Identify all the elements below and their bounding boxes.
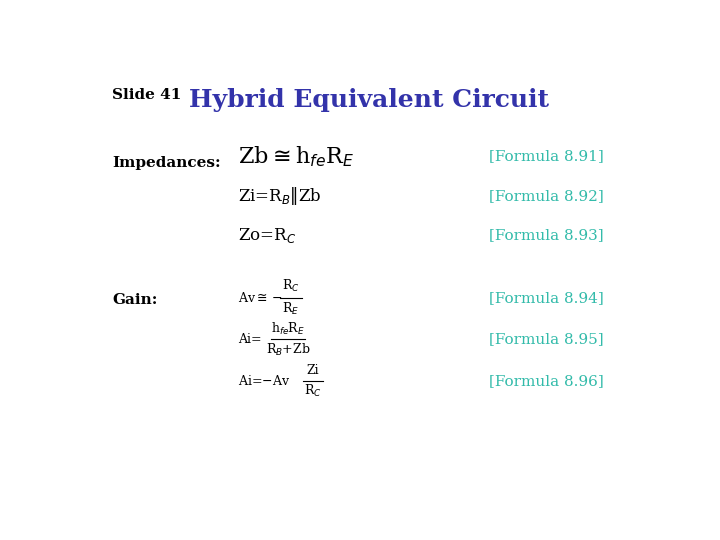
Text: [Formula 8.94]: [Formula 8.94] — [489, 291, 603, 305]
Text: R$_{\mathit{E}}$: R$_{\mathit{E}}$ — [282, 301, 300, 318]
Text: h$_{\mathit{fe}}$R$_{\mathit{E}}$: h$_{\mathit{fe}}$R$_{\mathit{E}}$ — [271, 321, 305, 337]
Text: Impedances:: Impedances: — [112, 156, 221, 170]
Text: Hybrid Equivalent Circuit: Hybrid Equivalent Circuit — [189, 87, 549, 112]
Text: Ai=$-$Av: Ai=$-$Av — [238, 374, 290, 388]
Text: R$_{\mathit{C}}$: R$_{\mathit{C}}$ — [305, 383, 322, 399]
Text: [Formula 8.95]: [Formula 8.95] — [489, 332, 603, 346]
Text: Av$\cong-$: Av$\cong-$ — [238, 291, 283, 305]
Text: Slide 41: Slide 41 — [112, 87, 181, 102]
Text: R$_{\mathit{C}}$: R$_{\mathit{C}}$ — [282, 278, 300, 294]
Text: [Formula 8.96]: [Formula 8.96] — [489, 374, 603, 388]
Text: [Formula 8.91]: [Formula 8.91] — [489, 149, 603, 163]
Text: Zi=R$_{\mathit{B}}$$\|$Zb: Zi=R$_{\mathit{B}}$$\|$Zb — [238, 185, 321, 207]
Text: R$_{\mathit{B}}$+Zb: R$_{\mathit{B}}$+Zb — [266, 342, 310, 357]
Text: Gain:: Gain: — [112, 293, 158, 307]
Text: Zb$\cong$h$_{\mathit{fe}}$R$_{\mathit{E}}$: Zb$\cong$h$_{\mathit{fe}}$R$_{\mathit{E}… — [238, 144, 354, 168]
Text: Zi: Zi — [307, 364, 320, 377]
Text: [Formula 8.93]: [Formula 8.93] — [489, 228, 603, 242]
Text: Zo=R$_{\mathit{C}}$: Zo=R$_{\mathit{C}}$ — [238, 226, 296, 245]
Text: Ai=: Ai= — [238, 333, 261, 346]
Text: [Formula 8.92]: [Formula 8.92] — [489, 189, 603, 203]
